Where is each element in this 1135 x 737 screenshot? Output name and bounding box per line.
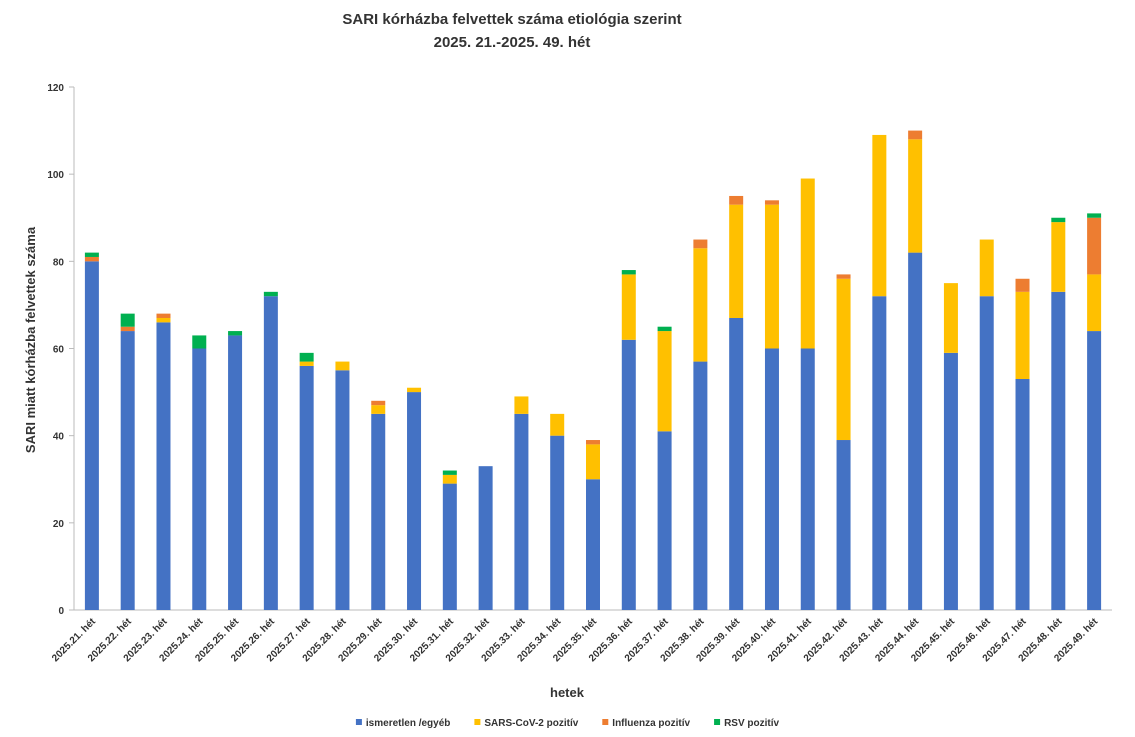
bar-segment xyxy=(84,252,99,257)
bar-segment xyxy=(943,352,958,610)
bar-segment xyxy=(228,331,243,336)
bar-segment xyxy=(764,204,779,349)
bar-segment xyxy=(693,239,708,249)
bar-segment xyxy=(550,435,565,610)
x-axis-title: hetek xyxy=(550,685,585,700)
bar-segment xyxy=(299,352,314,362)
bar-segment xyxy=(621,274,636,340)
y-axis-title: SARI miatt kórházba felvettek száma xyxy=(23,226,38,453)
bar-segment xyxy=(514,413,529,610)
bar-segment xyxy=(550,413,565,436)
y-tick-label: 20 xyxy=(53,519,65,530)
bar-segment xyxy=(228,335,243,610)
legend-swatch xyxy=(714,719,721,725)
bar-segment xyxy=(872,134,887,297)
bar-segment xyxy=(836,440,851,610)
bar-segment xyxy=(478,466,493,610)
bar-segment xyxy=(621,339,636,610)
y-tick-label: 120 xyxy=(47,83,64,94)
bar-segment xyxy=(442,470,457,475)
bar-segment xyxy=(299,365,314,610)
bar-segment xyxy=(908,130,923,140)
bar-segment xyxy=(120,313,135,327)
bar-segment xyxy=(371,400,386,406)
bar-segment xyxy=(1051,291,1066,610)
legend-swatch xyxy=(474,719,481,725)
bar-segment xyxy=(371,405,386,414)
legend-label: Influenza pozitív xyxy=(612,718,690,729)
bar-segment xyxy=(84,256,99,262)
bar-segment xyxy=(657,331,672,432)
bar-segment xyxy=(1015,379,1030,610)
bar-segment xyxy=(657,326,672,332)
bar-segment xyxy=(1087,217,1102,275)
bar-segment xyxy=(1051,222,1066,292)
y-tick-label: 60 xyxy=(53,345,65,356)
bar-segment xyxy=(908,139,923,253)
bar-segment xyxy=(1087,331,1102,610)
bar-segment xyxy=(84,261,99,610)
bar-segment xyxy=(120,331,135,610)
legend: ismeretlen /egyéb SARS-CoV-2 pozitív Influ… xyxy=(355,718,780,729)
bar-segment xyxy=(1015,291,1030,380)
chart-subtitle: 2025. 21.-2025. 49. hét xyxy=(434,34,591,51)
bar-segment xyxy=(729,317,744,610)
bar-segment xyxy=(693,361,708,610)
bar-segment xyxy=(120,326,135,332)
bar-segment xyxy=(943,283,958,353)
bar-segment xyxy=(407,392,422,610)
legend-label: SARS-CoV-2 pozitív xyxy=(484,718,578,729)
bar-segment xyxy=(657,431,672,610)
bar-segment xyxy=(836,278,851,441)
bar-segment xyxy=(586,479,600,610)
bar-segment xyxy=(621,270,636,275)
bar-segment xyxy=(156,313,171,318)
y-tick-label: 80 xyxy=(53,257,65,268)
y-tick-label: 100 xyxy=(47,170,64,181)
legend-label: ismeretlen /egyéb xyxy=(366,718,450,729)
bar-segment xyxy=(872,296,887,610)
bar-segment xyxy=(729,204,744,318)
bar-segment xyxy=(335,361,350,371)
bar-segment xyxy=(407,387,422,393)
bar-segment xyxy=(1087,274,1102,332)
bar-segment xyxy=(371,413,386,610)
bar-segment xyxy=(764,348,779,610)
chart-title: SARI kórházba felvettek száma etiológia … xyxy=(342,11,681,28)
bar-segment xyxy=(800,348,815,610)
bar-segment xyxy=(764,200,779,205)
y-tick-label: 0 xyxy=(58,606,64,617)
bar-segment xyxy=(299,361,314,366)
bar-segment xyxy=(1051,217,1066,223)
y-tick-label: 40 xyxy=(53,432,65,443)
bar-segment xyxy=(442,483,457,610)
bar-segment xyxy=(335,370,350,610)
bar-segment xyxy=(192,348,207,610)
legend-swatch xyxy=(602,719,609,725)
bar-segment xyxy=(1015,278,1030,292)
bar-segment xyxy=(729,195,744,205)
bar-segment xyxy=(442,474,457,484)
bar-segment xyxy=(693,248,708,362)
bar-segment xyxy=(156,317,171,323)
bar-segment xyxy=(514,396,529,414)
bar-segment xyxy=(908,252,923,610)
bar-segment xyxy=(586,440,600,445)
bar-segment xyxy=(156,322,171,610)
bar-segment xyxy=(263,291,278,297)
bar-segment xyxy=(1087,213,1102,218)
bar-segment xyxy=(800,178,815,349)
bar-segment xyxy=(192,335,207,349)
legend-label: RSV pozitív xyxy=(724,718,779,729)
bar-segment xyxy=(586,444,600,480)
bar-segment xyxy=(979,296,994,610)
bar-segment xyxy=(979,239,994,297)
legend-swatch xyxy=(355,719,362,725)
bar-segment xyxy=(836,274,851,279)
bar-segment xyxy=(263,296,278,610)
